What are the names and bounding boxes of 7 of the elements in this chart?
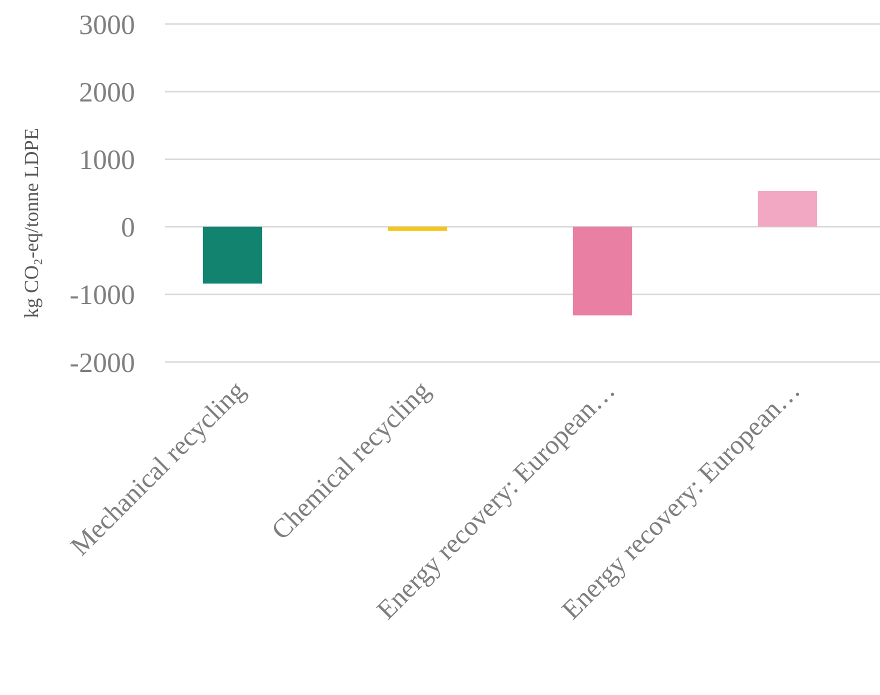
y-tick-label: 1000 xyxy=(79,145,135,176)
y-tick-label: -2000 xyxy=(70,348,135,379)
y-tick-label: 2000 xyxy=(79,77,135,108)
y-tick-label: 3000 xyxy=(79,10,135,41)
y-axis-title: kg CO₂-eq/tonne LDPE xyxy=(21,128,43,318)
y-tick-label: 0 xyxy=(121,212,135,244)
y-tick-label: -1000 xyxy=(70,280,135,312)
